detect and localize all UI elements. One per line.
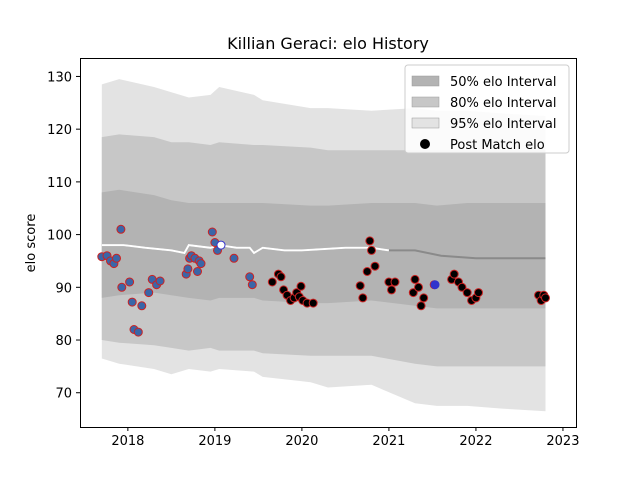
- legend-label: 50% elo Interval: [450, 75, 557, 90]
- data-point: [390, 277, 400, 287]
- data-point: [457, 282, 467, 292]
- data-point: [216, 240, 226, 250]
- data-point: [267, 277, 277, 287]
- data-point: [112, 253, 121, 263]
- mean-line-white: [101, 244, 390, 255]
- plot-frame: [80, 58, 577, 428]
- legend-swatch: [411, 117, 440, 129]
- data-point: [247, 280, 257, 290]
- y-tick-label: 100: [47, 229, 72, 244]
- legend-label: 95% elo Interval: [450, 117, 557, 132]
- x-tick-label: 2021: [372, 434, 405, 449]
- data-point: [430, 280, 440, 290]
- data-point: [245, 272, 255, 282]
- data-point: [229, 253, 239, 263]
- data-point: [370, 261, 380, 271]
- y-tick-label: 110: [47, 176, 72, 191]
- data-point: [116, 224, 126, 234]
- data-point: [408, 288, 418, 298]
- data-point: [462, 288, 472, 298]
- data-point: [125, 277, 135, 287]
- data-point: [308, 298, 318, 308]
- data-point: [133, 327, 143, 337]
- legend-swatch: [411, 96, 440, 108]
- legend: 50% elo Interval 80% elo Interval 95% elo …: [404, 64, 570, 154]
- legend-box: [404, 64, 570, 154]
- chart-title: Killian Geraci: elo History: [227, 34, 429, 53]
- data-point: [541, 293, 550, 303]
- data-point: [155, 276, 165, 286]
- y-tick-label: 70: [55, 387, 72, 402]
- x-tick-label: 2022: [459, 434, 492, 449]
- x-tick-label: 2019: [198, 434, 231, 449]
- data-point: [449, 269, 459, 279]
- x-tick-label: 2023: [546, 434, 579, 449]
- y-tick-label: 80: [55, 334, 72, 349]
- data-point: [207, 227, 217, 237]
- y-tick-label: 90: [55, 281, 72, 296]
- data-point: [355, 281, 365, 291]
- y-tick-label: 130: [47, 70, 72, 85]
- data-point: [144, 288, 154, 298]
- interval-bands: [101, 79, 546, 412]
- data-point: [137, 301, 147, 311]
- data-point: [416, 301, 426, 311]
- data-point: [365, 236, 375, 246]
- mean-lines: [101, 244, 546, 260]
- data-point: [193, 267, 202, 276]
- data-point: [358, 293, 368, 303]
- legend-marker: [420, 139, 430, 149]
- x-tick-label: 2018: [111, 434, 144, 449]
- y-axis: 70 80 90 100 110 120 130: [47, 70, 80, 402]
- y-axis-label: elo score: [24, 214, 39, 273]
- data-point: [183, 264, 193, 274]
- data-point: [276, 272, 286, 282]
- data-point: [296, 281, 306, 291]
- y-tick-label: 120: [47, 123, 72, 138]
- legend-swatch: [411, 75, 440, 87]
- data-point: [410, 274, 420, 284]
- data-point: [474, 288, 483, 298]
- x-axis: 2018 2019 2020 2021 2022 2023: [111, 427, 579, 449]
- legend-label: Post Match elo: [450, 138, 545, 153]
- data-point: [387, 285, 396, 295]
- x-tick-label: 2020: [285, 434, 318, 449]
- data-point: [127, 297, 137, 307]
- post-match-points: [97, 224, 550, 337]
- legend-label: 80% elo Interval: [450, 96, 557, 111]
- data-point: [414, 282, 423, 292]
- data-point: [362, 267, 372, 276]
- data-point: [117, 282, 127, 292]
- data-point: [367, 245, 376, 255]
- data-point: [196, 259, 206, 269]
- data-point: [419, 293, 429, 303]
